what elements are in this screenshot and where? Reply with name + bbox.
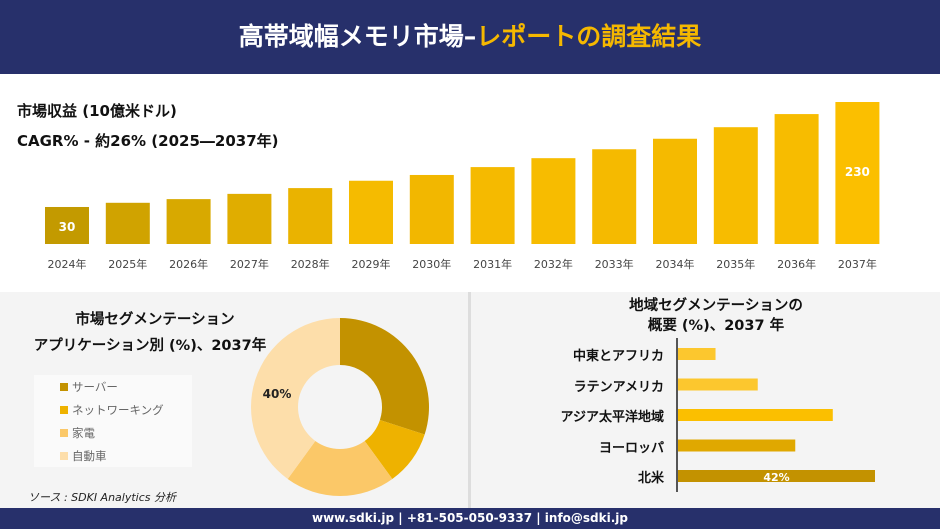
legend-item: 家電 <box>34 421 192 444</box>
region-bar <box>678 348 716 360</box>
donut-slice <box>364 419 425 480</box>
year-label: 2029年 <box>352 257 391 271</box>
legend-label: サーバー <box>72 379 118 394</box>
year-label: 2031年 <box>473 257 512 271</box>
region-bar <box>678 439 796 452</box>
region-title-2: 概要 (%)、2037 年 <box>647 318 785 334</box>
region-label: ヨーロッパ <box>598 440 664 456</box>
region-label: ラテンアメリカ <box>573 379 664 395</box>
bar-value-label: 42% <box>763 471 789 484</box>
legend-swatch <box>60 428 68 437</box>
year-label: 2034年 <box>656 257 695 271</box>
revenue-bar <box>470 167 515 244</box>
legend-swatch <box>60 382 68 391</box>
source-note: ソース : SDKI Analytics 分析 <box>28 491 177 504</box>
year-label: 2033年 <box>595 257 634 271</box>
year-label: 2035年 <box>716 257 755 271</box>
revenue-section: 市場収益 (10億米ドル) CAGR% - 約26% (2025―2037年) … <box>0 74 940 292</box>
title-highlight: レポートの調査結果 <box>476 22 702 51</box>
legend-label: 自動車 <box>72 448 107 463</box>
legend-swatch <box>60 405 68 414</box>
legend-label: ネットワーキング <box>72 402 164 417</box>
donut-slice <box>287 440 393 496</box>
revenue-bar <box>774 114 819 244</box>
revenue-bar-chart: 2024年 30 2025年 2026年 2027年 2028年 2029年 2030年 203… <box>45 102 880 271</box>
title-main: 高帯域幅メモリ市場 <box>238 22 464 51</box>
revenue-bar <box>166 199 211 244</box>
revenue-bar <box>45 206 89 244</box>
footer-contact: www.sdki.jp | +81-505-050-9337 | info@sd… <box>0 508 940 529</box>
revenue-bar <box>592 149 637 244</box>
year-label: 2024年 <box>48 257 87 271</box>
slice-label: 40% <box>263 387 292 401</box>
revenue-bar <box>531 158 576 244</box>
region-bar-chart: 42% <box>676 338 875 492</box>
year-label: 2032年 <box>534 257 573 271</box>
region-label: 中東とアフリカ <box>572 349 664 364</box>
header-title: 高帯域幅メモリ市場–レポートの調査結果 <box>0 0 940 74</box>
year-label: 2025年 <box>108 257 147 271</box>
year-label: 2027年 <box>230 257 269 271</box>
region-bar <box>678 470 875 482</box>
legend-swatch <box>60 451 68 460</box>
application-legend: サーバーネットワーキング 家電自動車 <box>34 375 192 467</box>
region-bar <box>678 378 758 391</box>
donut-slice <box>251 318 340 480</box>
year-label: 2028年 <box>291 257 330 271</box>
region-label: 北米 <box>637 471 664 486</box>
legend-item: ネットワーキング <box>34 398 192 421</box>
application-title-2: アプリケーション別 (%)、2037年 <box>33 338 267 354</box>
bar-value-label: 230 <box>845 165 870 179</box>
application-title-1: 市場セグメンテーション <box>75 312 235 328</box>
revenue-title: 市場収益 (10億米ドル) <box>17 102 177 120</box>
legend-label: 家電 <box>72 425 95 440</box>
legend-item: サーバー <box>34 375 192 398</box>
cagr-text: CAGR% - 約26% (2025―2037年) <box>17 132 279 150</box>
revenue-bar <box>835 102 880 244</box>
divider <box>468 292 471 508</box>
revenue-bar <box>409 174 454 244</box>
region-title-1: 地域セグメンテーションの <box>629 298 803 314</box>
region-bar <box>678 409 833 421</box>
revenue-bar <box>288 188 333 244</box>
revenue-bar <box>349 180 393 244</box>
year-label: 2037年 <box>838 257 877 271</box>
application-donut-chart: 40% <box>251 318 429 496</box>
region-label: アジア太平洋地域 <box>560 410 664 425</box>
bar-value-label: 30 <box>59 220 76 234</box>
revenue-bar <box>713 127 758 244</box>
year-label: 2026年 <box>169 257 208 271</box>
revenue-bar <box>227 193 272 244</box>
donut-slice <box>340 318 429 435</box>
year-label: 2030年 <box>412 257 451 271</box>
year-label: 2036年 <box>777 257 816 271</box>
legend-item: 自動車 <box>34 444 192 467</box>
revenue-bar <box>653 138 697 244</box>
revenue-bar <box>105 202 150 244</box>
title-dash: – <box>463 22 477 51</box>
